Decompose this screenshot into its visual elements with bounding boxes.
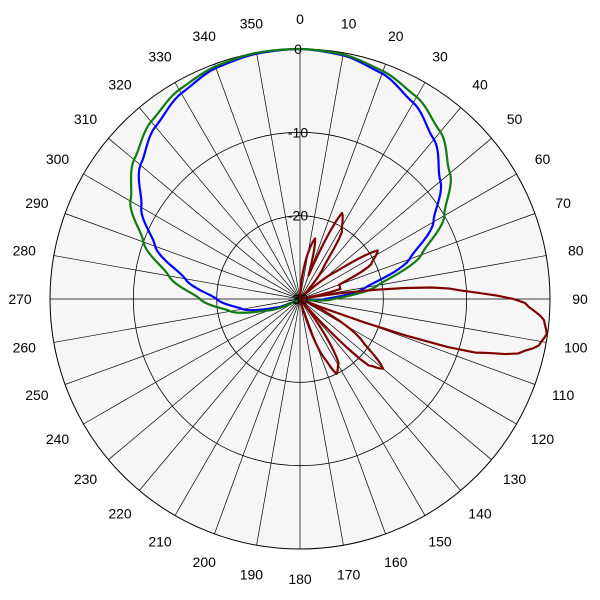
angle-tick-label: 10 bbox=[341, 15, 357, 31]
grid-spoke bbox=[83, 173, 301, 300]
angle-tick-label: 0 bbox=[296, 11, 304, 27]
grid-spoke bbox=[299, 82, 426, 300]
grid-spoke bbox=[299, 255, 547, 300]
grid-spoke bbox=[299, 298, 492, 460]
angle-tick-label: 80 bbox=[568, 242, 584, 258]
grid-spoke bbox=[64, 213, 301, 300]
grid-spoke bbox=[299, 63, 386, 300]
angle-tick-label: 40 bbox=[472, 77, 488, 93]
angle-tick-label: 60 bbox=[535, 151, 551, 167]
angle-tick-label: 160 bbox=[384, 554, 408, 570]
grid-spoke bbox=[139, 298, 301, 491]
angle-tick-label: 210 bbox=[148, 533, 172, 549]
angle-tick-label: 20 bbox=[388, 28, 404, 44]
angle-tick-label: 240 bbox=[46, 431, 70, 447]
angle-tick-label: 270 bbox=[8, 291, 32, 307]
angle-tick-label: 290 bbox=[25, 195, 49, 211]
angle-tick-label: 180 bbox=[288, 571, 312, 587]
angle-tick-label: 280 bbox=[13, 242, 37, 258]
angle-tick-label: 200 bbox=[193, 554, 217, 570]
grid-spoke bbox=[174, 298, 301, 516]
grid-spoke bbox=[108, 298, 301, 460]
angle-tick-label: 100 bbox=[564, 340, 588, 356]
grid-spoke bbox=[83, 298, 301, 425]
angle-tick-label: 260 bbox=[13, 340, 37, 356]
angle-tick-label: 320 bbox=[108, 77, 132, 93]
angle-tick-label: 190 bbox=[240, 567, 264, 583]
grid-spoke bbox=[53, 298, 301, 343]
angle-tick-label: 130 bbox=[503, 471, 527, 487]
grid-spoke bbox=[174, 82, 301, 300]
angle-tick-label: 250 bbox=[25, 387, 49, 403]
angle-tick-label: 70 bbox=[555, 195, 571, 211]
grid-spoke bbox=[214, 63, 301, 300]
angle-tick-label: 90 bbox=[572, 291, 588, 307]
series-line-3 bbox=[298, 211, 548, 375]
grid-spoke bbox=[214, 298, 301, 535]
angle-tick-label: 110 bbox=[552, 387, 575, 403]
angle-tick-label: 300 bbox=[46, 151, 70, 167]
radial-tick-label: 0 bbox=[294, 41, 302, 57]
angle-tick-label: 350 bbox=[240, 15, 264, 31]
grid-spoke bbox=[299, 173, 517, 300]
grid-spoke bbox=[64, 298, 301, 385]
label-layer: 0 10 20 30 40 50 60 70 80 90 100 110 120 130 140 150 160… bbox=[8, 11, 588, 587]
angle-tick-label: 220 bbox=[108, 505, 132, 521]
angle-tick-label: 120 bbox=[531, 431, 555, 447]
radial-tick-label: -20 bbox=[288, 208, 308, 224]
grid-spoke bbox=[299, 298, 344, 546]
angle-tick-label: 150 bbox=[428, 533, 452, 549]
grid-spoke bbox=[299, 298, 461, 491]
angle-tick-label: 310 bbox=[74, 111, 98, 127]
grid-spoke bbox=[256, 52, 301, 300]
grid-spoke bbox=[299, 138, 492, 300]
grid-spoke bbox=[299, 298, 426, 516]
radial-tick-label: -10 bbox=[288, 124, 308, 140]
grid-spoke bbox=[256, 298, 301, 546]
angle-tick-label: 340 bbox=[193, 28, 217, 44]
radial-tick-label: -30 bbox=[288, 291, 308, 307]
angle-tick-label: 330 bbox=[148, 49, 172, 65]
angle-tick-label: 170 bbox=[337, 567, 361, 583]
grid-spoke bbox=[299, 298, 547, 343]
series-layer bbox=[129, 47, 548, 375]
angle-tick-label: 230 bbox=[74, 471, 98, 487]
angle-tick-label: 50 bbox=[507, 111, 523, 127]
angle-tick-label: 140 bbox=[468, 505, 492, 521]
angle-tick-label: 30 bbox=[432, 49, 448, 65]
grid-spoke bbox=[53, 255, 301, 300]
grid-spoke bbox=[139, 107, 301, 300]
